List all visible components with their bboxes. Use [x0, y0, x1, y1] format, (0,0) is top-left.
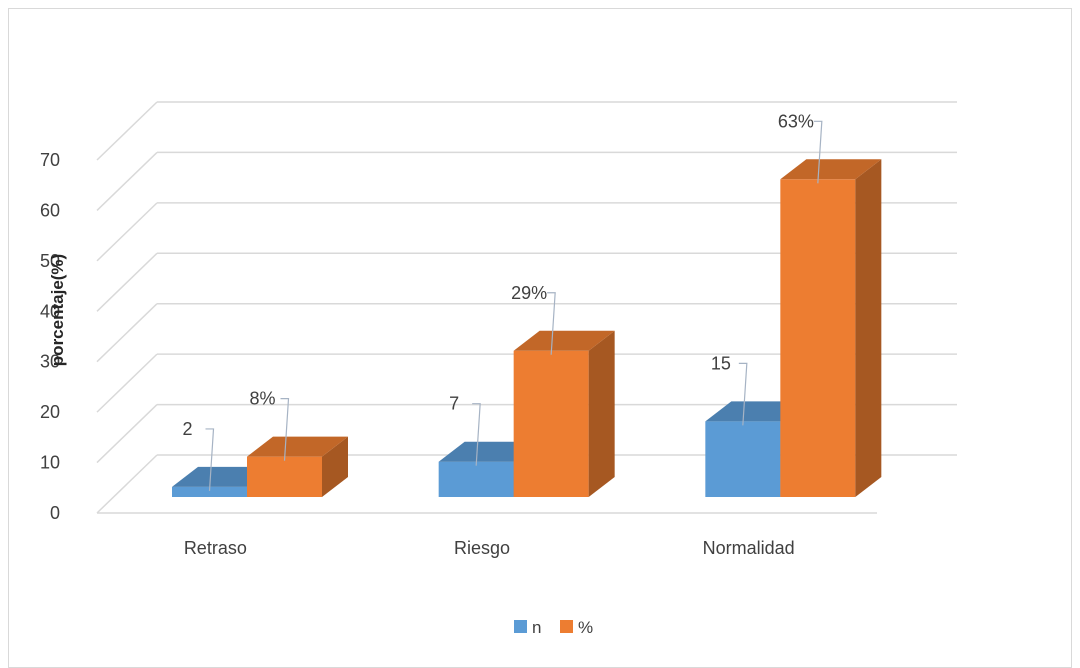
y-tick-label: 20	[40, 402, 60, 422]
bar-front	[513, 350, 589, 497]
bar-top	[513, 330, 615, 351]
gridline-side	[96, 353, 158, 413]
bar-front	[705, 421, 781, 497]
y-tick-label: 50	[40, 251, 60, 271]
bar-pct	[513, 330, 615, 497]
y-tick-label: 70	[40, 150, 60, 170]
y-tick-label: 10	[40, 453, 60, 473]
data-label: 8%	[249, 389, 275, 409]
legend-swatch	[560, 620, 573, 633]
leader-line	[813, 120, 823, 184]
y-axis-label: porcentaje(%)	[48, 254, 67, 366]
bar-pct	[780, 159, 882, 498]
category-label: Riesgo	[454, 538, 510, 558]
data-label: 2	[182, 419, 192, 439]
legend: n%	[514, 618, 593, 637]
legend-entry: n	[532, 618, 541, 637]
y-tick-label: 60	[40, 200, 60, 220]
data-label: 29%	[511, 283, 547, 303]
leader-line	[738, 362, 748, 426]
gridline-side	[96, 303, 158, 363]
bar-side	[855, 159, 882, 498]
category-label: Normalidad	[703, 538, 795, 558]
y-tick-label: 30	[40, 352, 60, 372]
bar-front	[780, 179, 856, 498]
y-ticks: 0 10 20 30 40 50 60 70	[40, 150, 60, 523]
leader-line	[547, 292, 556, 355]
bar-side	[588, 330, 615, 497]
legend-entry: %	[578, 618, 593, 637]
data-label: 63%	[778, 111, 814, 131]
bars	[172, 159, 882, 498]
leader-line	[280, 398, 290, 461]
bar-front	[172, 486, 247, 497]
x-categories: Retraso Riesgo Normalidad	[184, 538, 795, 558]
leader-line	[472, 403, 481, 466]
bar-side	[322, 436, 348, 497]
gridline-side	[96, 151, 158, 211]
bar-front	[247, 456, 322, 497]
category-label: Retraso	[184, 538, 247, 558]
data-label: 15	[711, 353, 731, 373]
bar-top	[247, 436, 348, 457]
bar-top	[780, 159, 882, 180]
gridline-side	[96, 404, 158, 464]
y-tick-label: 40	[40, 301, 60, 321]
gridline-side	[96, 252, 158, 312]
leader-line	[205, 428, 215, 491]
y-tick-label: 0	[50, 503, 60, 523]
bar-pct	[247, 436, 348, 497]
data-label: 7	[449, 394, 459, 414]
gridline-side	[96, 202, 158, 262]
gridline-side	[96, 101, 158, 161]
data-labels: 2 8% 7 29% 15 63%	[182, 111, 823, 491]
gridline-side	[96, 454, 158, 514]
bar-front	[438, 461, 514, 497]
legend-swatch	[514, 620, 527, 633]
